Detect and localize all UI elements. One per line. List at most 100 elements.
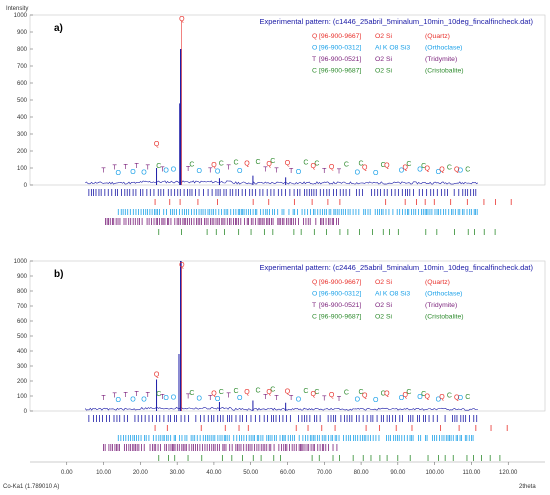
phase-marker-t: T <box>208 395 213 402</box>
phase-marker-c: C <box>189 390 194 397</box>
phase-marker-o: O <box>215 396 221 403</box>
phase-marker-q: Q <box>362 393 368 400</box>
x-tick-label: 50.00 <box>243 470 259 476</box>
pattern-baseline <box>85 180 479 185</box>
phase-marker-c: C <box>359 160 364 167</box>
phase-marker-t: T <box>337 396 342 403</box>
phase-marker-t: T <box>274 395 279 402</box>
phase-marker-o: O <box>116 170 122 177</box>
phase-marker-c: C <box>465 394 470 401</box>
phase-marker-q: Q <box>266 389 272 396</box>
phase-marker-c: C <box>447 393 452 400</box>
phase-marker-o: O <box>417 394 423 401</box>
phase-marker-c: C <box>219 160 224 167</box>
phase-marker-q: Q <box>425 166 431 173</box>
phase-marker-o: O <box>436 169 442 176</box>
pattern-title: Experimental pattern: (c1446_25abril_5mi… <box>260 17 534 26</box>
legend-phase: (Cristobalite) <box>425 314 464 321</box>
phase-marker-o: O <box>130 396 136 403</box>
legend-phase: (Tridymite) <box>425 302 457 309</box>
phase-marker-q: Q <box>402 164 408 171</box>
legend-formula: O2 Si <box>375 314 392 321</box>
phase-marker-o: O <box>116 397 122 404</box>
x-tick-label: 100.00 <box>425 470 444 476</box>
legend-phase: (Quartz) <box>425 33 450 40</box>
phase-marker-q: Q <box>285 388 291 395</box>
phase-marker-t: T <box>160 166 165 173</box>
legend-code: [96-900-9667] <box>319 279 361 286</box>
marker-quartz: Q <box>179 262 185 269</box>
phase-marker-q: Q <box>425 393 431 400</box>
legend-phase: (Quartz) <box>425 279 450 286</box>
phase-marker-t: T <box>146 164 151 171</box>
phase-marker-q: Q <box>244 160 250 167</box>
y-axis-title: Intensity <box>6 6 28 12</box>
y-tick-label: 400 <box>17 349 28 355</box>
phase-marker-o: O <box>355 397 361 404</box>
phase-marker-c: C <box>421 391 426 398</box>
phase-marker-o: O <box>141 397 147 404</box>
legend-phase: (Orthoclase) <box>425 45 462 52</box>
cristobalite-reference-row <box>158 455 501 461</box>
legend-formula: Al K O8 Si3 <box>375 291 410 298</box>
phase-marker-q: Q <box>154 141 160 148</box>
phase-marker-t: T <box>208 167 213 174</box>
phase-marker-c: C <box>256 387 261 394</box>
x-tick-label: 0.00 <box>61 470 73 476</box>
legend-phase: (Cristobalite) <box>425 68 464 75</box>
x-tick-label: 40.00 <box>206 470 222 476</box>
legend-code: [96-900-9687] <box>319 314 361 321</box>
legend-marker: O <box>312 45 317 52</box>
phase-marker-q: Q <box>154 372 160 379</box>
phase-marker-t: T <box>263 394 268 401</box>
phase-marker-t: T <box>124 392 129 399</box>
phase-marker-o: O <box>163 167 169 174</box>
quartz-reference-row <box>154 425 508 431</box>
y-tick-label: 700 <box>17 64 28 70</box>
phase-marker-c: C <box>406 161 411 168</box>
phase-marker-o: O <box>196 396 202 403</box>
marker-quartz: Q <box>179 16 185 23</box>
x-tick-label: 60.00 <box>280 470 296 476</box>
legend-marker: C <box>312 68 317 75</box>
x-tick-label: 90.00 <box>390 470 406 476</box>
y-tick-label: 600 <box>17 319 28 325</box>
x-axis: 0.00 10.00 20.00 30.00 40.00 50.00 60.00 70.00 8… <box>30 461 545 476</box>
orthoclase-reference-row <box>117 435 474 441</box>
pattern-baseline <box>84 406 478 411</box>
phase-marker-c: C <box>421 163 426 170</box>
x-tick-label: 30.00 <box>170 470 186 476</box>
legend-formula: Al K O8 Si3 <box>375 45 410 52</box>
y-tick-label: 700 <box>17 304 28 310</box>
phase-marker-o: O <box>373 170 379 177</box>
legend-marker: Q <box>312 33 317 40</box>
x-tick-label: 20.00 <box>133 470 149 476</box>
phase-marker-o: O <box>373 397 379 404</box>
x-tick-label: 110.00 <box>462 470 481 476</box>
phase-marker-o: O <box>355 169 361 176</box>
tridymite-reference-row <box>103 444 338 451</box>
pattern-positions-row <box>88 415 478 422</box>
phase-marker-q: Q <box>439 166 445 173</box>
phase-marker-c: C <box>359 389 364 396</box>
phase-marker-t: T <box>112 165 117 172</box>
phase-marker-c: C <box>381 162 386 169</box>
legend-phase: (Tridymite) <box>425 56 457 63</box>
legend-formula: O2 Si <box>375 33 392 40</box>
phase-marker-q: Q <box>211 390 217 397</box>
phase-marker-o: O <box>436 396 442 403</box>
legend-formula: O2 Si <box>375 68 392 75</box>
phase-marker-q: Q <box>384 391 390 398</box>
phase-marker-t: T <box>289 395 294 402</box>
phase-marker-c: C <box>256 159 261 166</box>
phase-marker-o: O <box>130 169 136 176</box>
x-tick-label: 80.00 <box>354 470 370 476</box>
y-tick-label: 900 <box>17 274 28 280</box>
phase-marker-t: T <box>186 394 191 401</box>
phase-marker-c: C <box>344 390 349 397</box>
legend-code: [96-900-0521] <box>319 56 361 63</box>
phase-marker-q: Q <box>311 163 317 170</box>
phase-marker-q: Q <box>402 392 408 399</box>
panel-label: b) <box>54 269 63 280</box>
